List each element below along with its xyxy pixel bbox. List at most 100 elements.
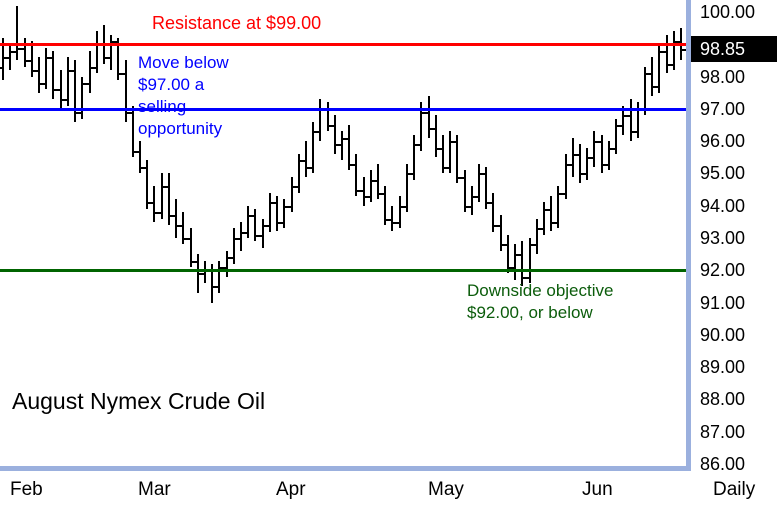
ohlc-bar <box>550 195 552 232</box>
ohlc-bar <box>254 208 256 242</box>
ohlc-bar <box>334 115 336 155</box>
ohlc-bar <box>391 205 393 232</box>
ohlc-bar <box>139 141 141 174</box>
open-tick <box>540 228 544 231</box>
price-axis-tick-label: 100.00 <box>700 2 756 22</box>
close-tick <box>624 115 628 118</box>
close-tick <box>494 225 498 228</box>
ohlc-bar <box>557 186 559 229</box>
ohlc-bar <box>435 115 437 158</box>
open-tick <box>439 147 443 150</box>
open-tick <box>6 57 10 60</box>
ohlc-bar <box>197 254 199 293</box>
open-tick <box>316 131 320 134</box>
close-tick <box>54 89 58 92</box>
open-tick <box>71 70 75 73</box>
open-tick <box>288 205 292 208</box>
open-tick <box>244 231 248 234</box>
ohlc-bar <box>456 134 458 184</box>
ohlc-bar <box>428 95 430 138</box>
open-tick <box>57 89 61 92</box>
ohlc-bar <box>117 37 119 80</box>
price-axis-tick-label: 98.00 <box>700 66 746 87</box>
open-tick <box>648 73 652 76</box>
ohlc-bar <box>601 134 603 174</box>
open-tick <box>172 215 176 218</box>
price-axis-tick-label: 86.00 <box>700 453 746 474</box>
close-tick <box>83 83 87 86</box>
ohlc-bar <box>622 105 624 135</box>
ohlc-bar <box>420 102 422 151</box>
ohlc-bar <box>125 60 127 122</box>
open-tick <box>468 205 472 208</box>
open-tick <box>114 41 118 44</box>
ohlc-bar <box>492 192 494 232</box>
open-tick <box>381 192 385 195</box>
open-tick <box>461 176 465 179</box>
ohlc-bar <box>630 99 632 142</box>
close-tick <box>357 189 361 192</box>
open-tick <box>634 131 638 134</box>
ohlc-bar <box>377 163 379 200</box>
ohlc-bar <box>110 34 112 71</box>
close-tick <box>18 47 22 50</box>
open-tick <box>554 221 558 224</box>
open-tick <box>309 166 313 169</box>
time-axis-tick-label: May <box>428 479 464 500</box>
ohlc-bar <box>637 102 639 138</box>
open-tick <box>187 237 191 240</box>
ohlc-bar <box>175 199 177 238</box>
ohlc-bar <box>182 212 184 245</box>
open-tick <box>576 154 580 157</box>
time-axis-tick-label: Mar <box>138 479 171 500</box>
open-tick <box>504 244 508 247</box>
open-tick <box>0 66 3 69</box>
ohlc-bar <box>384 186 386 226</box>
ohlc-bar <box>146 160 148 209</box>
open-tick <box>569 163 573 166</box>
open-tick <box>482 173 486 176</box>
ohlc-bar <box>161 173 163 219</box>
ohlc-bar <box>283 199 285 229</box>
close-tick <box>393 221 397 224</box>
ohlc-bar <box>536 218 538 255</box>
open-tick <box>663 50 667 53</box>
open-tick <box>533 244 537 247</box>
open-tick <box>670 63 674 66</box>
ohlc-bar <box>9 44 11 71</box>
ohlc-bar <box>478 163 480 203</box>
open-tick <box>583 173 587 176</box>
open-tick <box>13 50 17 53</box>
ohlc-bar <box>96 31 98 74</box>
ohlc-bar <box>38 57 40 93</box>
time-axis[interactable]: Feb Mar Apr May Jun Daily <box>0 471 777 510</box>
open-tick <box>345 137 349 140</box>
time-axis-tick-label: Jun <box>582 479 613 500</box>
open-tick <box>42 83 46 86</box>
open-tick <box>497 225 501 228</box>
open-tick <box>547 208 551 211</box>
ohlc-bar <box>218 260 220 293</box>
close-tick <box>119 73 123 76</box>
ohlc-bar <box>565 154 567 200</box>
price-axis-tick-label: 89.00 <box>700 357 746 378</box>
open-tick <box>403 205 407 208</box>
price-axis[interactable]: 100.00 98.00 97.00 96.00 95.00 94.00 93.00 92.0… <box>691 0 777 474</box>
close-tick <box>682 49 686 52</box>
ohlc-bar <box>226 250 228 277</box>
ohlc-bar <box>45 47 47 90</box>
price-axis-tick-label: 95.00 <box>700 163 746 184</box>
ohlc-bar <box>327 102 329 132</box>
ohlc-bar <box>276 195 278 232</box>
price-chart-plot-area[interactable]: Resistance at $99.00 Move below $97.00 a… <box>0 0 686 466</box>
open-tick <box>237 237 241 240</box>
price-axis-tick-label: 93.00 <box>700 227 746 248</box>
ohlc-bar <box>666 34 668 74</box>
ohlc-bar <box>168 173 170 226</box>
ohlc-bar <box>298 154 300 193</box>
resistance-line <box>0 43 686 47</box>
ohlc-bar <box>644 66 646 116</box>
open-tick <box>526 276 530 279</box>
ohlc-bar <box>81 76 83 119</box>
